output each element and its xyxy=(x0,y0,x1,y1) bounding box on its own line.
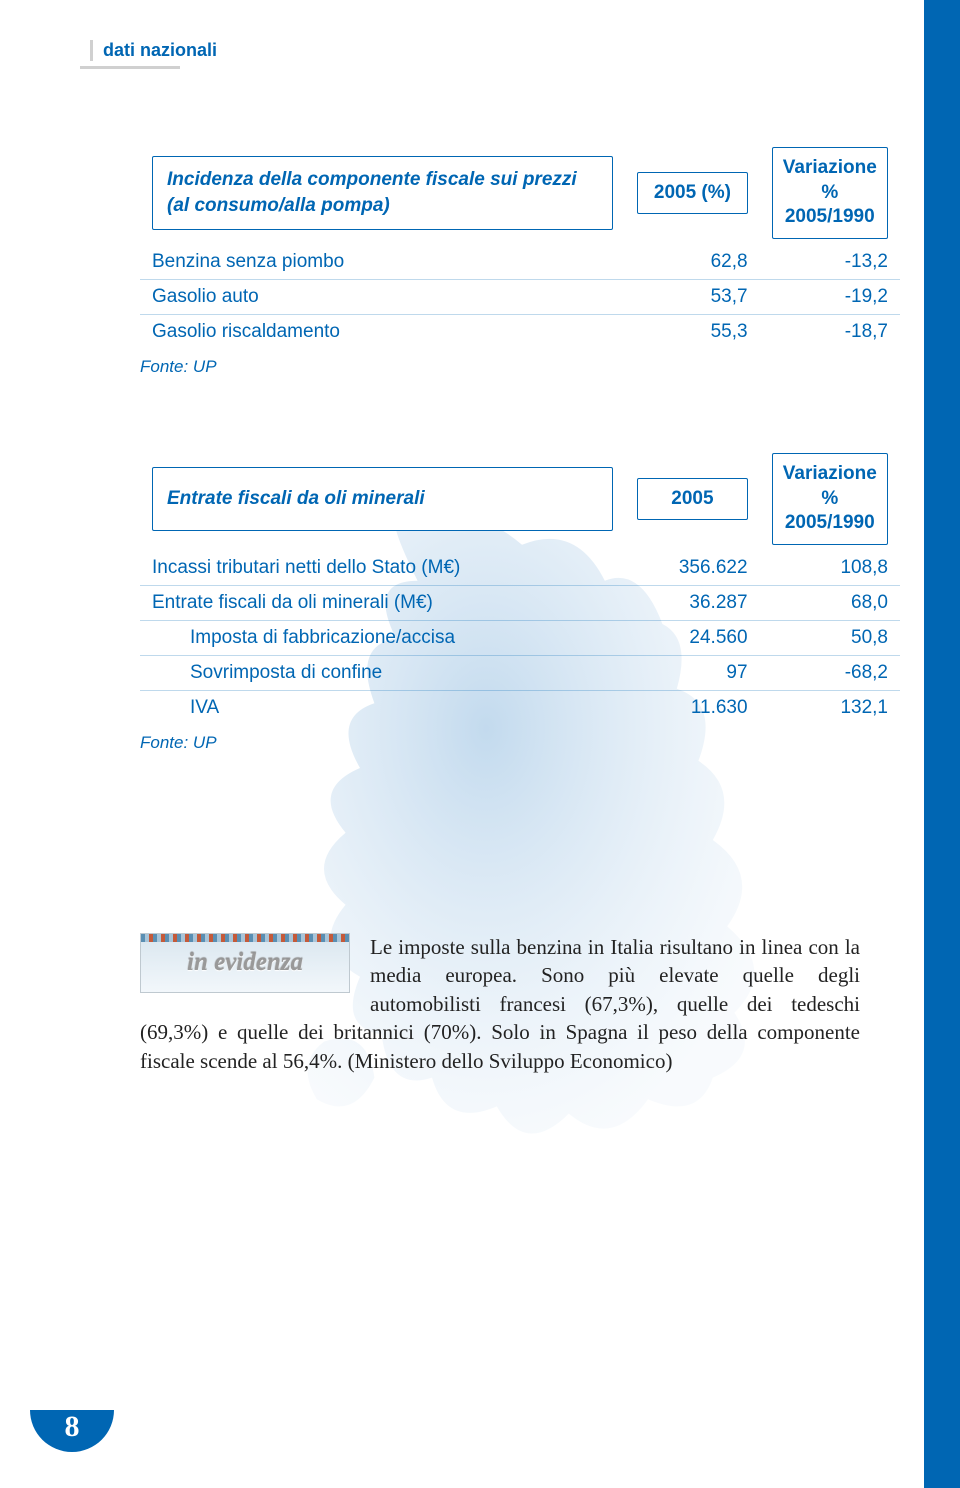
table2-col2: Variazione % 2005/1990 xyxy=(772,453,888,545)
row-value-1: 62,8 xyxy=(625,245,759,280)
table1-col2: Variazione % 2005/1990 xyxy=(772,147,888,239)
table-incidenza: Incidenza della componente fiscale sui p… xyxy=(140,141,900,377)
row-value-1: 11.630 xyxy=(625,691,759,726)
table-row: IVA11.630132,1 xyxy=(140,691,900,726)
page-number-text: 8 xyxy=(30,1410,114,1444)
row-label: IVA xyxy=(140,691,625,726)
row-value-2: -13,2 xyxy=(760,245,900,280)
table1-body: Benzina senza piombo62,8-13,2Gasolio aut… xyxy=(140,245,900,349)
row-value-2: 50,8 xyxy=(760,621,900,656)
row-value-2: -18,7 xyxy=(760,315,900,350)
page-side-bar xyxy=(924,0,960,1488)
row-value-1: 36.287 xyxy=(625,586,759,621)
table-row: Entrate fiscali da oli minerali (M€)36.2… xyxy=(140,586,900,621)
table1-col1: 2005 (%) xyxy=(637,172,747,215)
row-label: Gasolio riscaldamento xyxy=(140,315,625,350)
row-value-1: 356.622 xyxy=(625,551,759,586)
table-row: Benzina senza piombo62,8-13,2 xyxy=(140,245,900,280)
row-value-1: 53,7 xyxy=(625,280,759,315)
row-label: Imposta di fabbricazione/accisa xyxy=(140,621,625,656)
table-row: Imposta di fabbricazione/accisa24.56050,… xyxy=(140,621,900,656)
row-label: Sovrimposta di confine xyxy=(140,656,625,691)
table-row: Gasolio auto53,7-19,2 xyxy=(140,280,900,315)
table1-title: Incidenza della componente fiscale sui p… xyxy=(152,156,613,229)
page-number: 8 xyxy=(30,1368,114,1452)
row-label: Benzina senza piombo xyxy=(140,245,625,280)
row-value-1: 24.560 xyxy=(625,621,759,656)
row-value-2: -68,2 xyxy=(760,656,900,691)
table2-body: Incassi tributari netti dello Stato (M€)… xyxy=(140,551,900,725)
row-value-2: 132,1 xyxy=(760,691,900,726)
row-label: Gasolio auto xyxy=(140,280,625,315)
row-value-1: 55,3 xyxy=(625,315,759,350)
row-label: Entrate fiscali da oli minerali (M€) xyxy=(140,586,625,621)
row-value-2: -19,2 xyxy=(760,280,900,315)
section-label: dati nazionali xyxy=(90,40,890,61)
row-label: Incassi tributari netti dello Stato (M€) xyxy=(140,551,625,586)
row-value-1: 97 xyxy=(625,656,759,691)
in-evidenza-badge: in evidenza xyxy=(140,933,350,993)
row-value-2: 68,0 xyxy=(760,586,900,621)
table2-col1: 2005 xyxy=(637,478,747,521)
table2-source: Fonte: UP xyxy=(140,733,900,753)
table1-source: Fonte: UP xyxy=(140,357,900,377)
table-row: Incassi tributari netti dello Stato (M€)… xyxy=(140,551,900,586)
evidenza-paragraph: in evidenza Le imposte sulla benzina in … xyxy=(140,933,860,1075)
row-value-2: 108,8 xyxy=(760,551,900,586)
table-row: Gasolio riscaldamento55,3-18,7 xyxy=(140,315,900,350)
table-row: Sovrimposta di confine97-68,2 xyxy=(140,656,900,691)
table2-title: Entrate fiscali da oli minerali xyxy=(152,467,613,531)
table-entrate: Entrate fiscali da oli minerali 2005 Var… xyxy=(140,447,900,753)
